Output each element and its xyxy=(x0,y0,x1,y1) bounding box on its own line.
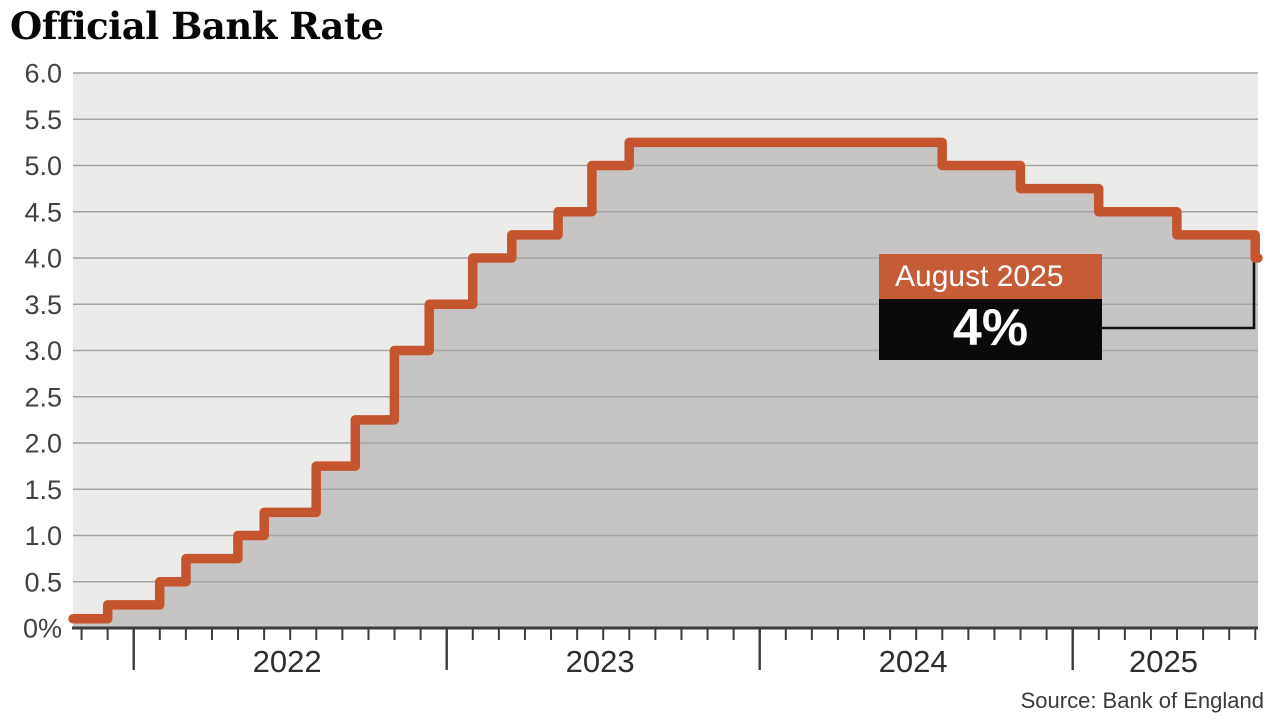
x-year-label: 2024 xyxy=(879,644,948,679)
y-tick-label: 4.0 xyxy=(24,244,62,274)
callout-period-label: August 2025 xyxy=(879,254,1102,299)
x-year-label: 2023 xyxy=(566,644,635,679)
x-year-label: 2025 xyxy=(1129,644,1198,679)
source-credit: Source: Bank of England xyxy=(1020,688,1264,713)
callout-rate-value: 4% xyxy=(879,299,1102,360)
callout-connector-line xyxy=(1102,260,1256,330)
y-tick-label: 1.5 xyxy=(24,475,62,505)
y-tick-label: 6.0 xyxy=(24,59,62,89)
y-tick-label: 2.5 xyxy=(24,382,62,412)
y-tick-label: 4.5 xyxy=(24,197,62,227)
y-tick-label: 3.5 xyxy=(24,290,62,320)
chart-title: Official Bank Rate xyxy=(10,4,384,48)
rate-step-line xyxy=(68,137,1263,624)
y-tick-label: 2.0 xyxy=(24,429,62,459)
y-tick-label: 5.5 xyxy=(24,105,62,135)
rate-callout: August 2025 4% xyxy=(879,254,1102,360)
y-tick-label: 0.5 xyxy=(24,567,62,597)
y-tick-label: 5.0 xyxy=(24,151,62,181)
y-tick-label: 0% xyxy=(23,614,62,644)
y-tick-label: 1.0 xyxy=(24,521,62,551)
x-year-label: 2022 xyxy=(253,644,322,679)
y-tick-label: 3.0 xyxy=(24,336,62,366)
